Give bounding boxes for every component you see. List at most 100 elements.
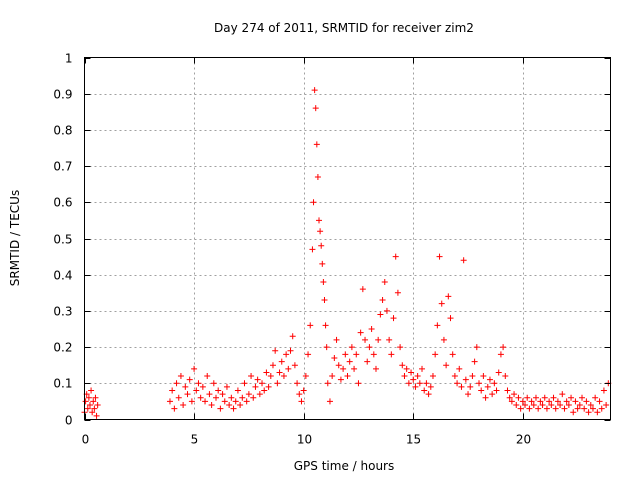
data-point — [287, 347, 294, 354]
x-tick-label: 20 — [516, 433, 531, 447]
x-tick-label: 0 — [82, 433, 90, 447]
data-point — [467, 383, 474, 390]
data-point — [93, 412, 100, 419]
data-point — [515, 394, 522, 401]
x-axis-label: GPS time / hours — [294, 459, 395, 473]
data-point — [261, 387, 268, 394]
data-point — [405, 380, 412, 387]
data-point — [476, 380, 482, 387]
data-point — [226, 402, 233, 409]
data-point — [416, 380, 423, 387]
data-point — [561, 405, 568, 412]
data-point — [570, 409, 577, 416]
data-point — [252, 383, 259, 390]
data-point — [438, 300, 445, 307]
data-point — [278, 358, 285, 365]
data-point — [381, 278, 388, 285]
data-point — [427, 383, 434, 390]
data-point — [552, 405, 559, 412]
data-point — [206, 391, 213, 398]
data-point — [248, 373, 255, 380]
data-point — [291, 362, 298, 369]
data-point — [322, 322, 329, 329]
data-point — [530, 402, 537, 409]
data-point — [289, 333, 296, 340]
data-point — [234, 387, 241, 394]
data-point — [443, 362, 450, 369]
data-point — [557, 402, 564, 409]
data-points — [81, 87, 612, 419]
data-point — [184, 391, 191, 398]
data-point — [182, 383, 189, 390]
data-point — [173, 380, 180, 387]
data-point — [506, 394, 513, 401]
data-point — [169, 387, 176, 394]
data-point — [92, 394, 99, 401]
data-point — [425, 391, 432, 398]
data-point — [355, 380, 362, 387]
data-point — [359, 286, 366, 293]
data-point — [541, 394, 548, 401]
data-point — [460, 257, 467, 264]
data-point — [491, 380, 498, 387]
data-point — [335, 362, 342, 369]
data-point — [572, 398, 579, 405]
data-point — [386, 336, 393, 343]
data-point — [583, 398, 590, 405]
data-point — [237, 402, 244, 409]
data-point — [594, 409, 601, 416]
data-point — [208, 402, 215, 409]
data-point — [390, 315, 397, 322]
data-point — [410, 376, 417, 383]
data-point — [191, 365, 198, 372]
data-point — [274, 380, 281, 387]
data-point — [320, 278, 327, 285]
data-point — [484, 383, 491, 390]
data-point — [197, 394, 204, 401]
data-point — [589, 405, 596, 412]
data-point — [600, 387, 607, 394]
data-point — [263, 369, 270, 376]
data-point — [250, 394, 257, 401]
data-point — [370, 351, 377, 358]
data-point — [465, 391, 472, 398]
data-point — [193, 387, 200, 394]
data-point — [180, 402, 187, 409]
data-point — [473, 344, 480, 351]
data-point — [421, 387, 428, 394]
data-point — [548, 402, 555, 409]
data-point — [372, 365, 379, 372]
data-point — [300, 387, 307, 394]
data-point — [333, 336, 340, 343]
data-point — [403, 365, 410, 372]
x-tick-label: 15 — [406, 433, 421, 447]
data-point — [357, 329, 364, 336]
data-point — [228, 394, 235, 401]
data-point — [314, 173, 321, 180]
y-tick-label: 0.4 — [53, 269, 72, 283]
data-point — [528, 398, 535, 405]
data-point — [434, 322, 441, 329]
data-point — [305, 351, 312, 358]
data-point — [596, 398, 603, 405]
y-tick-label: 0.6 — [53, 196, 72, 210]
data-point — [585, 409, 592, 416]
data-point — [94, 402, 101, 409]
data-point — [318, 242, 325, 249]
data-point — [171, 405, 178, 412]
data-point — [86, 402, 93, 409]
data-point — [364, 358, 371, 365]
data-point — [454, 380, 461, 387]
data-point — [188, 398, 195, 405]
data-point — [408, 369, 415, 376]
data-point — [519, 398, 526, 405]
data-point — [587, 402, 594, 409]
data-point — [366, 344, 373, 351]
data-point — [383, 307, 390, 314]
data-point — [311, 87, 318, 94]
data-point — [317, 228, 324, 235]
data-point — [326, 398, 333, 405]
data-point — [546, 398, 553, 405]
data-point — [480, 373, 487, 380]
